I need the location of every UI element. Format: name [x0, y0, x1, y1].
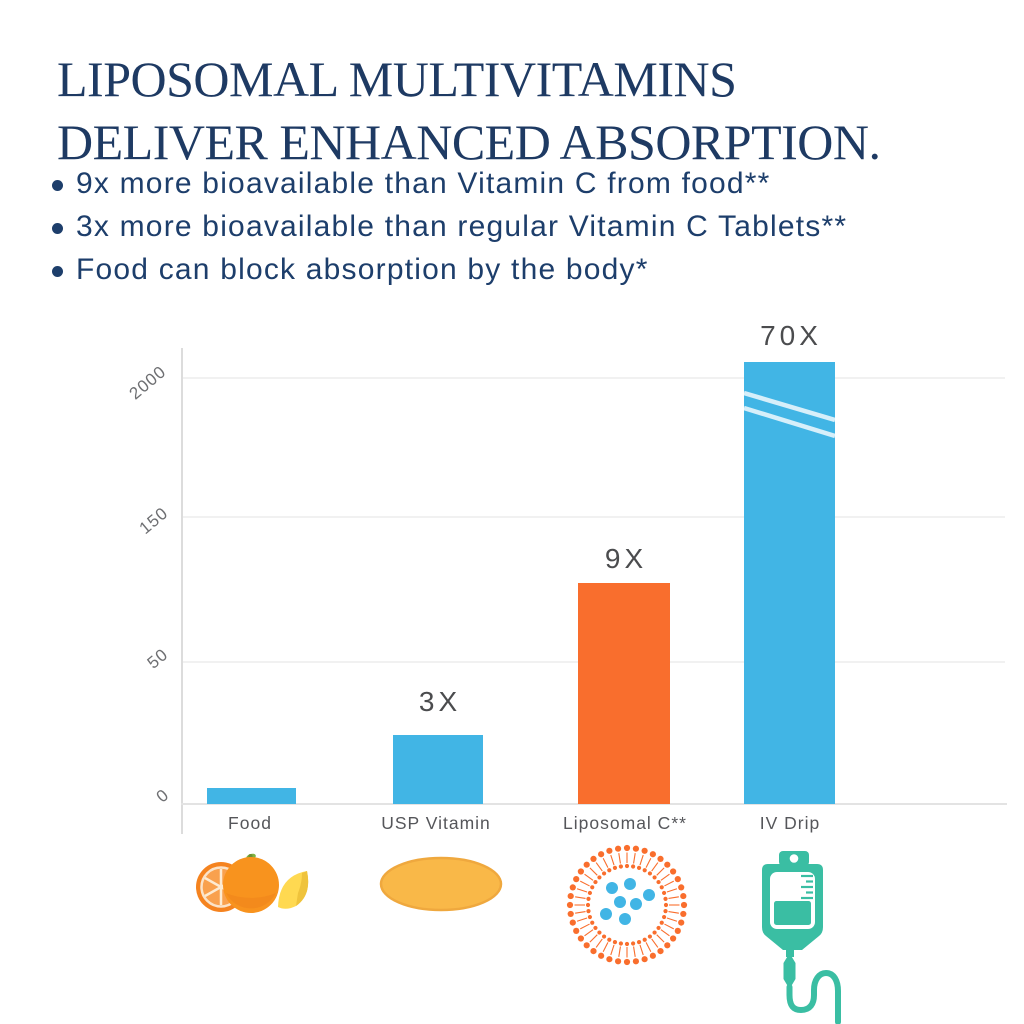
liposome-icon: [566, 844, 688, 966]
y-tick-2000: 2000: [125, 361, 170, 404]
whole-orange-icon: [223, 853, 279, 913]
bullet-text: 3x more bioavailable than regular Vitami…: [76, 210, 848, 243]
bullet-dot: [52, 223, 63, 234]
page-title-line1: LIPOSOMAL MULTIVITAMINS: [57, 50, 737, 107]
list-item: 9x more bioavailable than Vitamin C from…: [52, 167, 1002, 210]
y-axis-line: [181, 348, 183, 834]
bullet-text: 9x more bioavailable than Vitamin C from…: [76, 167, 771, 200]
bar-value-label-70x: 70X: [760, 320, 822, 351]
bar-liposomal-c: [578, 583, 670, 804]
list-item: Food can block absorption by the body*: [52, 253, 1002, 296]
y-tick-50: 50: [143, 644, 172, 673]
bar-food: [207, 788, 296, 804]
y-tick-150: 150: [135, 503, 172, 538]
bar-iv-drip: [744, 362, 835, 804]
bar-usp-vitamin: [393, 735, 483, 804]
gridline-150: [183, 516, 1005, 518]
x-axis-line: [181, 803, 1007, 805]
y-tick-0: 0: [152, 784, 173, 807]
x-label-usp-vitamin: USP Vitamin: [381, 813, 491, 833]
bullet-dot: [52, 180, 63, 191]
bar-value-label-9x: 9X: [604, 543, 648, 574]
bullet-dot: [52, 266, 63, 277]
vitamin-tablet-icon: [379, 856, 503, 912]
orange-and-lemon-icon: [196, 853, 309, 913]
gridline-2000: [183, 377, 1005, 379]
benefit-bullet-list: 9x more bioavailable than Vitamin C from…: [52, 167, 1002, 296]
x-label-food: Food: [228, 813, 272, 833]
list-item: 3x more bioavailable than regular Vitami…: [52, 210, 1002, 253]
axis-break-marks-icon: [744, 390, 835, 439]
bar-value-label-3x: 3X: [418, 686, 462, 717]
x-label-liposomal-c: Liposomal C**: [563, 813, 687, 833]
x-label-iv-drip: IV Drip: [759, 813, 821, 833]
bullet-text: Food can block absorption by the body*: [76, 253, 649, 286]
page-title: LIPOSOMAL MULTIVITAMINS DELIVER ENHANCED…: [57, 48, 1017, 174]
iv-drip-icon: [762, 851, 841, 1024]
lemon-wedge-icon: [278, 871, 309, 909]
page-title-line2: DELIVER ENHANCED ABSORPTION.: [57, 113, 881, 170]
